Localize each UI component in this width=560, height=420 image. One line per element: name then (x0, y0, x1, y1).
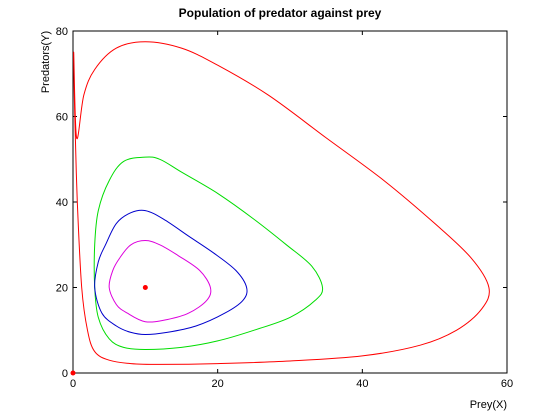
orbit-line-3 (94, 209, 248, 336)
y-tick-label: 0 (62, 368, 68, 380)
orbit-line-1 (73, 41, 490, 365)
x-tick-label: 60 (501, 378, 513, 390)
series-layer (73, 41, 490, 365)
x-tick-label: 20 (212, 378, 224, 390)
x-axis-label: Prey(X) (470, 399, 507, 411)
y-tick-label: 20 (56, 283, 68, 295)
x-tick-label: 0 (70, 378, 76, 390)
chart-title: Population of predator against prey (179, 6, 382, 20)
marker-layer (70, 285, 148, 376)
y-tick-label: 80 (56, 26, 68, 38)
y-tick-label: 60 (56, 112, 68, 124)
x-tick-label: 40 (356, 378, 368, 390)
y-axis-label: Predators(Y) (40, 31, 52, 93)
y-tick-label: 40 (56, 197, 68, 209)
axes: 0 20 40 60 0 20 40 60 80 (56, 26, 513, 390)
origin-point (70, 370, 76, 376)
orbit-line-2 (93, 156, 324, 351)
equilibrium-point (142, 285, 148, 290)
plot-frame (72, 30, 508, 374)
orbit-line-4 (108, 239, 212, 323)
